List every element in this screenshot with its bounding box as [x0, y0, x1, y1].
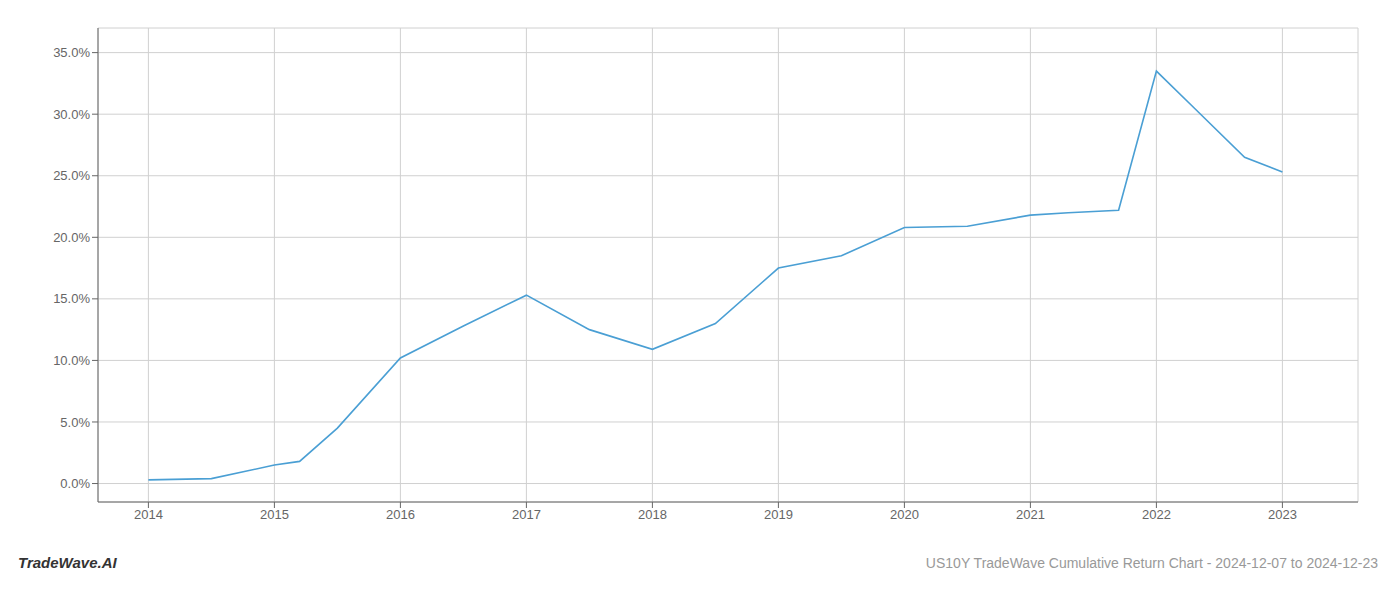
svg-text:2023: 2023: [1268, 507, 1297, 522]
svg-text:2021: 2021: [1016, 507, 1045, 522]
svg-text:0.0%: 0.0%: [60, 476, 90, 491]
svg-text:2022: 2022: [1142, 507, 1171, 522]
svg-text:2020: 2020: [890, 507, 919, 522]
svg-text:20.0%: 20.0%: [53, 230, 90, 245]
svg-text:2018: 2018: [638, 507, 667, 522]
svg-text:2015: 2015: [260, 507, 289, 522]
svg-text:30.0%: 30.0%: [53, 107, 90, 122]
svg-text:35.0%: 35.0%: [53, 45, 90, 60]
svg-text:2014: 2014: [134, 507, 163, 522]
html-text:US10Y TradeWave Cumulative Ret: US10Y TradeWave Cumulative Return Chart …: [925, 555, 1378, 571]
html-text:TradeWave.AI: TradeWave.AI: [18, 554, 117, 571]
svg-text:10.0%: 10.0%: [53, 353, 90, 368]
svg-text:2016: 2016: [386, 507, 415, 522]
svg-text:2017: 2017: [512, 507, 541, 522]
svg-text:5.0%: 5.0%: [60, 415, 90, 430]
svg-text:2019: 2019: [764, 507, 793, 522]
svg-text:25.0%: 25.0%: [53, 168, 90, 183]
svg-text:15.0%: 15.0%: [53, 291, 90, 306]
